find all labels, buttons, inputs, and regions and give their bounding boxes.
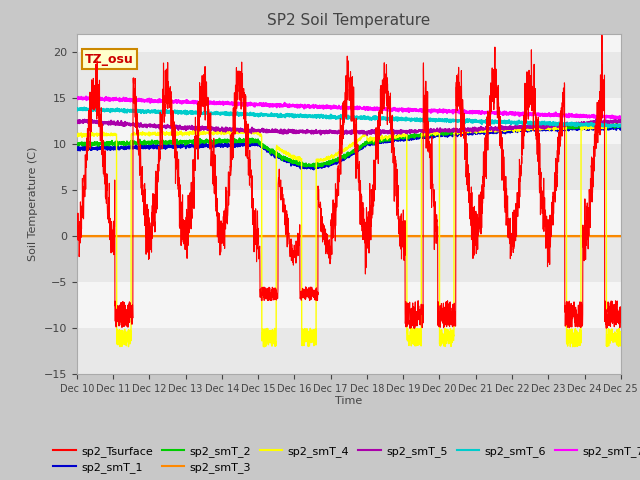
sp2_smT_7 — [82, 94, 90, 99]
sp2_smT_2 — [135, 141, 143, 147]
sp2_smT_2 — [613, 121, 621, 127]
sp2_Tsurface — [167, 123, 175, 129]
Line: sp2_smT_6: sp2_smT_6 — [77, 108, 621, 127]
sp2_Tsurface — [598, 32, 606, 38]
sp2_smT_5 — [548, 121, 556, 127]
sp2_Tsurface — [548, 215, 556, 220]
sp2_smT_3 — [548, 233, 556, 239]
Line: sp2_smT_2: sp2_smT_2 — [77, 124, 621, 168]
sp2_smT_6 — [81, 105, 88, 110]
Line: sp2_Tsurface: sp2_Tsurface — [77, 35, 621, 328]
Title: SP2 Soil Temperature: SP2 Soil Temperature — [267, 13, 431, 28]
sp2_smT_4 — [167, 132, 175, 138]
sp2_smT_5 — [364, 132, 371, 138]
sp2_smT_2 — [548, 124, 556, 130]
sp2_smT_1 — [310, 167, 317, 172]
Bar — [77, 98, 621, 144]
sp2_smT_3 — [135, 233, 143, 239]
sp2_Tsurface — [607, 324, 614, 329]
Line: sp2_smT_7: sp2_smT_7 — [77, 96, 621, 119]
sp2_smT_3 — [606, 233, 614, 239]
sp2_smT_1 — [135, 146, 143, 152]
Line: sp2_smT_1: sp2_smT_1 — [77, 125, 621, 169]
sp2_smT_6 — [607, 123, 614, 129]
sp2_smT_3 — [617, 233, 625, 239]
sp2_smT_6 — [605, 124, 612, 130]
Bar — [77, 34, 621, 52]
Bar — [77, 190, 621, 236]
Bar — [77, 328, 621, 374]
sp2_smT_4 — [548, 125, 556, 131]
sp2_smT_1 — [167, 144, 175, 150]
sp2_smT_5 — [617, 117, 625, 123]
Bar — [77, 52, 621, 98]
Y-axis label: Soil Temperature (C): Soil Temperature (C) — [28, 147, 38, 261]
sp2_smT_2 — [167, 139, 175, 145]
sp2_Tsurface — [73, 227, 81, 232]
sp2_smT_1 — [607, 122, 614, 128]
sp2_smT_1 — [282, 158, 289, 164]
sp2_smT_4 — [135, 131, 143, 137]
sp2_smT_6 — [73, 108, 81, 113]
sp2_smT_6 — [135, 108, 143, 114]
sp2_smT_4 — [617, 343, 625, 348]
sp2_smT_3 — [73, 233, 81, 239]
sp2_smT_6 — [305, 112, 313, 118]
sp2_smT_4 — [260, 344, 268, 349]
sp2_smT_1 — [617, 125, 625, 131]
sp2_smT_5 — [607, 118, 614, 123]
sp2_smT_7 — [305, 102, 313, 108]
Text: TZ_osu: TZ_osu — [85, 53, 134, 66]
sp2_smT_7 — [135, 98, 143, 104]
X-axis label: Time: Time — [335, 396, 362, 406]
sp2_smT_6 — [168, 108, 175, 114]
sp2_smT_1 — [73, 144, 81, 150]
sp2_smT_7 — [617, 115, 625, 121]
sp2_smT_5 — [305, 130, 313, 135]
sp2_smT_1 — [305, 164, 313, 170]
sp2_smT_7 — [611, 116, 618, 121]
sp2_smT_5 — [282, 128, 289, 133]
sp2_smT_3 — [305, 233, 313, 239]
sp2_Tsurface — [617, 306, 625, 312]
sp2_smT_3 — [167, 233, 175, 239]
sp2_smT_7 — [282, 101, 289, 107]
Bar — [77, 282, 621, 328]
Bar — [77, 236, 621, 282]
sp2_smT_2 — [282, 155, 289, 161]
sp2_smT_5 — [592, 116, 600, 121]
sp2_smT_4 — [602, 122, 610, 128]
sp2_smT_2 — [73, 141, 81, 147]
sp2_smT_1 — [607, 125, 614, 131]
sp2_smT_4 — [282, 151, 289, 156]
Line: sp2_smT_5: sp2_smT_5 — [77, 119, 621, 135]
sp2_smT_6 — [282, 111, 289, 117]
sp2_smT_5 — [73, 120, 81, 125]
sp2_smT_5 — [135, 121, 143, 127]
sp2_smT_7 — [73, 95, 81, 101]
sp2_smT_4 — [305, 329, 313, 335]
Bar — [77, 144, 621, 190]
sp2_Tsurface — [135, 138, 143, 144]
sp2_smT_7 — [607, 114, 614, 120]
sp2_smT_5 — [167, 123, 175, 129]
sp2_smT_1 — [548, 127, 556, 133]
sp2_smT_3 — [282, 233, 289, 239]
sp2_smT_2 — [607, 122, 614, 128]
sp2_smT_7 — [168, 98, 175, 104]
sp2_smT_4 — [607, 335, 614, 340]
sp2_smT_7 — [548, 111, 556, 117]
Line: sp2_smT_4: sp2_smT_4 — [77, 125, 621, 347]
sp2_smT_4 — [73, 131, 81, 136]
sp2_smT_2 — [617, 123, 625, 129]
Legend: sp2_Tsurface, sp2_smT_1, sp2_smT_2, sp2_smT_3, sp2_smT_4, sp2_smT_5, sp2_smT_6, : sp2_Tsurface, sp2_smT_1, sp2_smT_2, sp2_… — [49, 441, 640, 478]
sp2_smT_2 — [305, 161, 313, 167]
sp2_smT_2 — [311, 165, 319, 171]
sp2_smT_6 — [617, 122, 625, 128]
sp2_Tsurface — [282, 222, 289, 228]
sp2_smT_6 — [548, 121, 556, 127]
sp2_Tsurface — [410, 325, 418, 331]
sp2_Tsurface — [305, 287, 313, 292]
